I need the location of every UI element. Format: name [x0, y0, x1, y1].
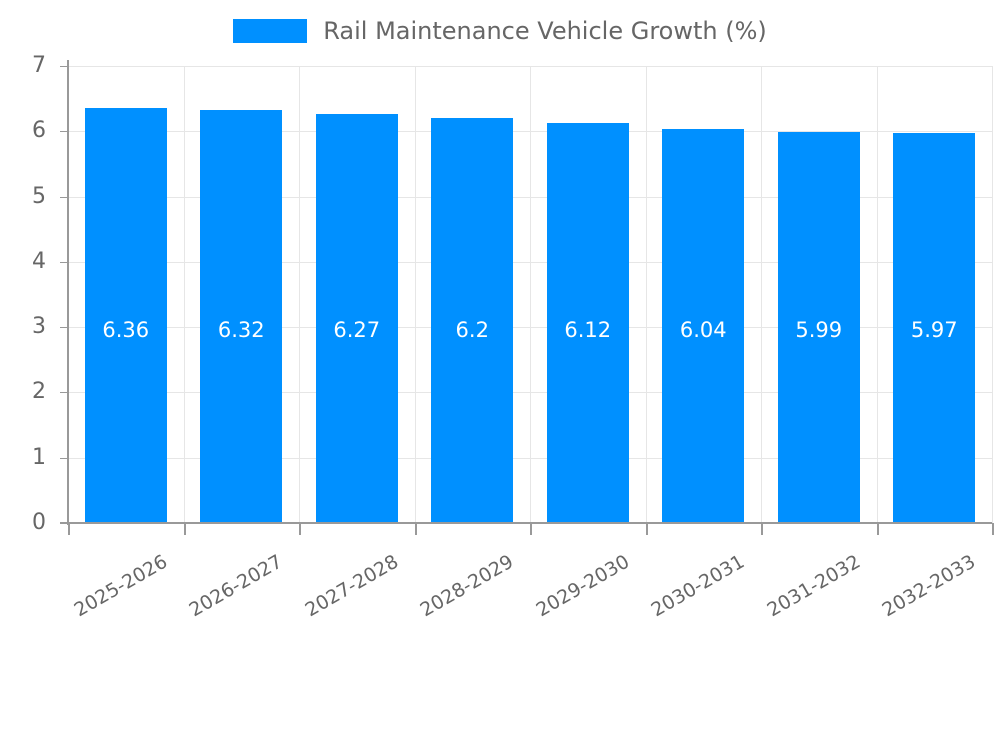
- bar-value-label: 6.2: [455, 318, 489, 342]
- x-axis-tick-mark: [646, 523, 648, 535]
- bar[interactable]: 6.36: [84, 107, 167, 523]
- legend-color-swatch[interactable]: [233, 19, 308, 43]
- gridline-vertical: [992, 66, 993, 523]
- y-axis-tick-mark: [60, 327, 68, 329]
- bar[interactable]: 6.12: [546, 123, 629, 523]
- y-axis-tick-label: 3: [32, 314, 46, 340]
- y-axis-tick-mark: [60, 131, 68, 133]
- x-axis-line: [60, 522, 992, 524]
- y-axis-tick-mark: [60, 196, 68, 198]
- chart-legend: Rail Maintenance Vehicle Growth (%): [0, 14, 1000, 48]
- y-axis-tick-mark: [60, 392, 68, 394]
- bar-value-label: 6.36: [102, 318, 150, 342]
- y-axis-tick-label: 0: [32, 510, 46, 535]
- x-axis-tick-mark: [415, 523, 417, 535]
- bar-value-label: 6.12: [564, 318, 612, 342]
- x-axis-tick-mark: [530, 523, 532, 535]
- x-axis-tick-mark: [68, 523, 70, 535]
- plot-area: 6.36 6.32 6.27 6.2 6.12 6.04 5.99 5.97: [68, 66, 993, 524]
- y-axis-tick-mark: [60, 66, 68, 67]
- y-axis-tick-label: 2: [32, 379, 46, 405]
- bar-chart: Rail Maintenance Vehicle Growth (%) 0 1 2 3…: [0, 0, 1000, 621]
- bar[interactable]: 5.99: [777, 131, 860, 523]
- x-axis-tick-mark: [761, 523, 763, 535]
- bar-value-label: 6.32: [217, 318, 265, 342]
- y-axis-tick-mark: [60, 261, 68, 263]
- gridline-vertical: [415, 66, 416, 523]
- x-axis-tick-mark: [184, 523, 186, 535]
- bar[interactable]: 6.04: [662, 128, 745, 523]
- y-axis-tick-label: 6: [32, 118, 46, 144]
- y-axis-tick-mark: [60, 457, 68, 459]
- gridline-vertical: [761, 66, 762, 523]
- bar[interactable]: 6.27: [315, 113, 398, 523]
- bar[interactable]: 6.32: [200, 110, 283, 523]
- y-axis-tick-label: 1: [32, 444, 46, 470]
- x-axis-tick-mark: [992, 523, 994, 535]
- bar-value-label: 5.99: [795, 318, 843, 342]
- bar-value-label: 6.27: [333, 318, 381, 342]
- gridline-vertical: [184, 66, 185, 523]
- y-axis-tick-label: 4: [32, 248, 46, 274]
- gridline-vertical: [530, 66, 531, 523]
- bar-value-label: 5.97: [910, 318, 958, 342]
- gridline-vertical: [646, 66, 647, 523]
- bar[interactable]: 6.2: [431, 118, 514, 523]
- y-axis-tick-labels: 0 1 2 3 4 5 6 7: [0, 0, 46, 600]
- gridline-vertical: [299, 66, 300, 523]
- x-axis-tick-mark: [877, 523, 879, 535]
- bar[interactable]: 5.97: [893, 133, 976, 523]
- y-axis-line: [67, 60, 69, 525]
- legend-label: Rail Maintenance Vehicle Growth (%): [323, 17, 767, 45]
- gridline-vertical: [877, 66, 878, 523]
- x-axis-tick-mark: [299, 523, 301, 535]
- y-axis-tick-label: 7: [32, 53, 46, 78]
- bar-value-label: 6.04: [679, 318, 727, 342]
- y-axis-tick-label: 5: [32, 183, 46, 209]
